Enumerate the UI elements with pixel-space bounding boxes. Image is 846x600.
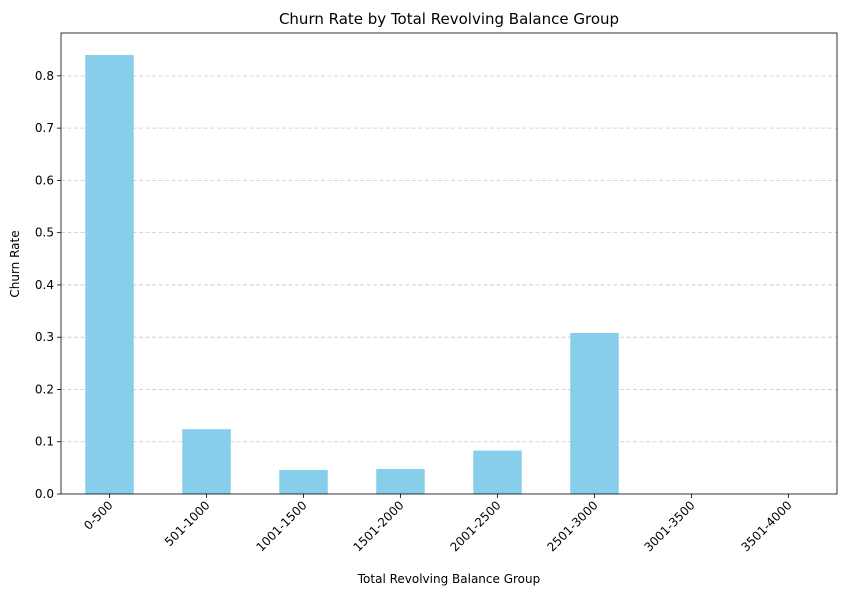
x-axis-ticks: 0-500 501-1000 1001-1500 1501-2000 2001-2500… [81,494,795,554]
chart-title: Churn Rate by Total Revolving Balance Gr… [279,10,619,28]
y-tick-label: 0.3 [35,330,54,344]
y-tick-label: 0.8 [35,69,54,83]
y-tick-label: 0.2 [35,382,54,396]
x-tick-label: 3501-4000 [738,498,794,554]
bar-2501-3000 [570,333,619,494]
x-axis-title: Total Revolving Balance Group [357,572,540,586]
y-tick-label: 0.7 [35,121,54,135]
plot-frame [60,32,838,495]
x-tick-label: 0-500 [81,498,116,533]
grid-lines [61,75,837,443]
x-tick-label: 1501-2000 [350,498,406,554]
bar-0-500 [85,54,134,494]
x-tick-label: 2001-2500 [447,498,503,554]
x-tick-label: 2501-3000 [544,498,600,554]
y-tick-label: 0.4 [35,278,54,292]
y-tick-label: 0.6 [35,173,54,187]
bar-1501-2000 [376,468,425,494]
y-tick-label: 0.1 [35,435,54,449]
y-axis-ticks: 0.0 0.1 0.2 0.3 0.4 0.5 0.6 0.7 0.8 [35,69,61,501]
x-tick-label: 3001-3500 [641,498,697,554]
bar-1001-1500 [279,469,328,494]
x-tick-label: 501-1000 [162,498,213,549]
x-tick-label: 1001-1500 [253,498,309,554]
y-tick-label: 0.0 [35,487,54,501]
bar-501-1000 [182,429,231,494]
axes [60,32,838,495]
y-axis-title: Churn Rate [8,230,22,297]
bar-2001-2500 [473,450,522,494]
y-tick-label: 0.5 [35,226,54,240]
bars [85,54,619,494]
